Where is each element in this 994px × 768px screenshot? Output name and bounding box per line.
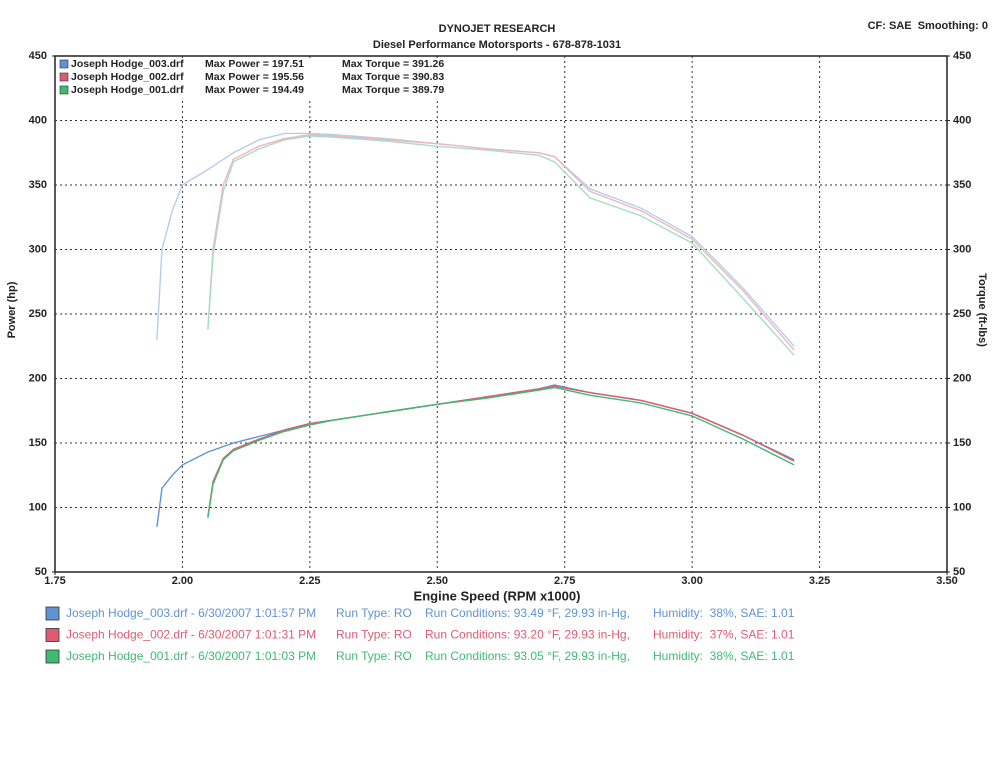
legend-max-power: Max Power = 194.49 <box>205 84 304 96</box>
x-tick-label: 3.00 <box>681 575 702 587</box>
legend-max-torque: Max Torque = 391.26 <box>342 58 444 70</box>
x-tick-label: 2.25 <box>299 575 320 587</box>
y2-axis-label: Torque (ft-lbs) <box>976 273 988 347</box>
run-swatch <box>45 628 60 642</box>
x-tick-label: 3.50 <box>936 575 957 587</box>
series-line <box>207 135 795 356</box>
settings-text: CF: SAE Smoothing: 0 <box>868 20 988 32</box>
run-info: Joseph Hodge_001.drf - 6/30/2007 1:01:03… <box>66 649 316 663</box>
run-swatch <box>45 649 60 664</box>
run-humidity: Humidity: 38%, SAE: 1.01 <box>653 649 795 663</box>
run-swatch <box>45 606 60 621</box>
run-humidity: Humidity: 37%, SAE: 1.01 <box>653 628 795 642</box>
legend-name: Joseph Hodge_002.drf <box>71 71 184 83</box>
y-tick-label: 250 <box>29 308 47 320</box>
series-line <box>207 386 795 518</box>
run-type: Run Type: RO <box>336 649 412 663</box>
y2-tick-label: 150 <box>953 437 971 449</box>
y2-tick-label: 400 <box>953 114 971 126</box>
legend-swatch <box>59 72 69 82</box>
legend-name: Joseph Hodge_001.drf <box>71 84 184 96</box>
run-conditions: Run Conditions: 93.49 °F, 29.93 in-Hg, <box>425 606 630 620</box>
run-conditions: Run Conditions: 93.05 °F, 29.93 in-Hg, <box>425 649 630 663</box>
y2-tick-label: 200 <box>953 372 971 384</box>
y-tick-label: 150 <box>29 437 47 449</box>
x-axis-label: Engine Speed (RPM x1000) <box>414 588 581 603</box>
y2-tick-label: 300 <box>953 243 971 255</box>
y-tick-label: 100 <box>29 501 47 513</box>
y-axis-label: Power (hp) <box>6 281 18 338</box>
y-tick-label: 400 <box>29 114 47 126</box>
legend-name: Joseph Hodge_003.drf <box>71 58 184 70</box>
chart-title: DYNOJET RESEARCH <box>439 23 556 35</box>
run-type: Run Type: RO <box>336 606 412 620</box>
series-line <box>207 385 795 517</box>
series-line <box>156 132 795 347</box>
x-tick-label: 2.50 <box>427 575 448 587</box>
run-info: Joseph Hodge_002.drf - 6/30/2007 1:01:31… <box>66 628 316 642</box>
x-tick-label: 1.75 <box>44 575 65 587</box>
legend-max-power: Max Power = 195.56 <box>205 71 304 83</box>
run-conditions: Run Conditions: 93.20 °F, 29.93 in-Hg, <box>425 628 630 642</box>
series-line <box>156 384 795 527</box>
legend-max-torque: Max Torque = 390.83 <box>342 71 444 83</box>
run-humidity: Humidity: 38%, SAE: 1.01 <box>653 606 795 620</box>
legend-swatch <box>59 59 69 69</box>
y-tick-label: 50 <box>35 566 47 578</box>
x-tick-label: 2.00 <box>172 575 193 587</box>
x-tick-label: 2.75 <box>554 575 575 587</box>
y2-tick-label: 350 <box>953 179 971 191</box>
run-info: Joseph Hodge_003.drf - 6/30/2007 1:01:57… <box>66 606 316 620</box>
y-tick-label: 300 <box>29 243 47 255</box>
series-line <box>207 133 795 351</box>
y-tick-label: 450 <box>29 50 47 62</box>
legend-box <box>58 58 478 98</box>
x-tick-label: 3.25 <box>809 575 830 587</box>
chart-subtitle: Diesel Performance Motorsports - 678-878… <box>373 39 621 51</box>
legend-max-power: Max Power = 197.51 <box>205 58 304 70</box>
y-tick-label: 200 <box>29 372 47 384</box>
y-tick-label: 350 <box>29 179 47 191</box>
run-type: Run Type: RO <box>336 628 412 642</box>
y2-tick-label: 250 <box>953 308 971 320</box>
legend-swatch <box>59 85 69 95</box>
y2-tick-label: 450 <box>953 50 971 62</box>
y2-tick-label: 50 <box>953 566 965 578</box>
legend-max-torque: Max Torque = 389.79 <box>342 84 444 96</box>
y2-tick-label: 100 <box>953 501 971 513</box>
